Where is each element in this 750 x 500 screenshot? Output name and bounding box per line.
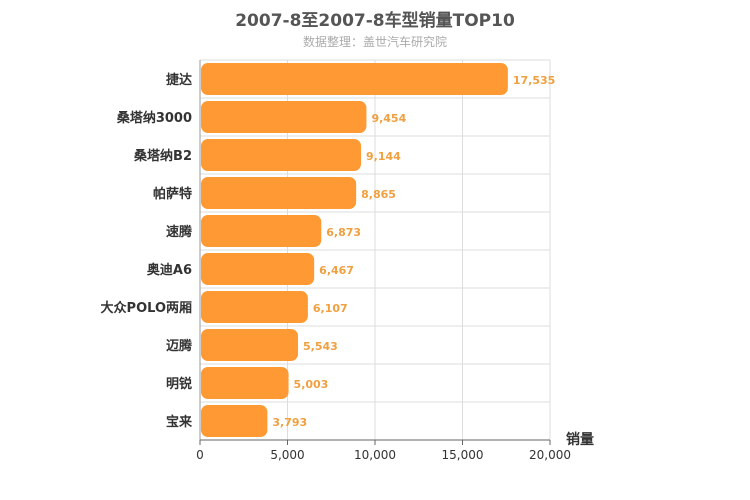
- bar: [201, 291, 308, 323]
- category-label: 大众POLO两厢: [101, 300, 192, 316]
- category-label: 宝来: [166, 414, 193, 430]
- bar: [201, 139, 362, 171]
- x-tick-label: 10,000: [354, 448, 396, 462]
- chart-title: 2007-8至2007-8车型销量TOP10: [235, 11, 515, 31]
- category-label: 明锐: [166, 376, 192, 392]
- bar: [201, 101, 367, 133]
- bar: [201, 63, 508, 95]
- category-label: 奥迪A6: [147, 262, 192, 278]
- category-label: 迈腾: [166, 338, 193, 354]
- x-tick-label: 20,000: [529, 448, 571, 462]
- bar: [201, 329, 299, 361]
- value-label: 3,793: [272, 416, 307, 429]
- bar: [201, 215, 322, 247]
- value-label: 5,543: [303, 340, 338, 353]
- category-label: 速腾: [166, 224, 193, 240]
- value-label: 6,467: [319, 264, 354, 277]
- bar: [201, 253, 315, 285]
- value-label: 5,003: [294, 378, 329, 391]
- bar: [201, 367, 289, 399]
- value-label: 6,107: [313, 302, 348, 315]
- x-tick-label: 5,000: [270, 448, 304, 462]
- x-tick-label: 0: [196, 448, 204, 462]
- bar: [201, 405, 268, 437]
- category-label: 帕萨特: [153, 186, 192, 202]
- value-label: 9,144: [366, 150, 401, 163]
- x-axis-title: 销量: [566, 431, 594, 448]
- category-label: 捷达: [166, 72, 192, 88]
- bar: [201, 177, 357, 209]
- value-label: 17,535: [513, 74, 555, 87]
- chart-subtitle: 数据整理：盖世汽车研究院: [302, 35, 447, 49]
- category-label: 桑塔纳3000: [116, 110, 192, 126]
- value-label: 8,865: [361, 188, 396, 201]
- value-label: 9,454: [371, 112, 406, 125]
- x-tick-label: 15,000: [442, 448, 484, 462]
- value-label: 6,873: [326, 226, 361, 239]
- category-label: 桑塔纳B2: [133, 148, 192, 164]
